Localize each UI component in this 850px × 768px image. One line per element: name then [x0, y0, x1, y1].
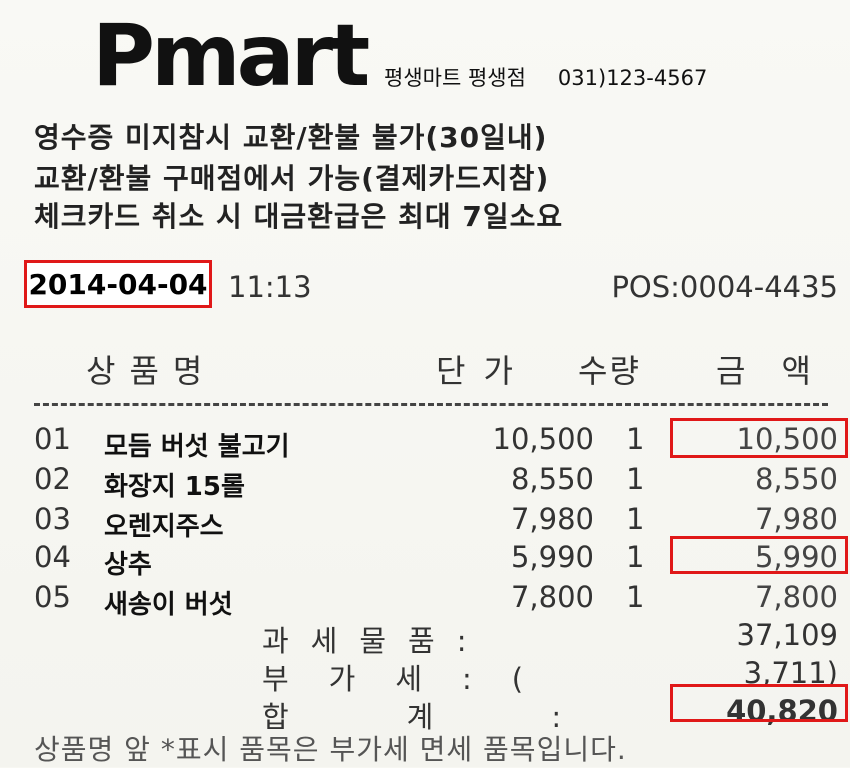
item-amount: 8,550	[754, 462, 838, 496]
notice-line-1: 영수증 미지참시 교환/환불 불가(30일내)	[34, 121, 548, 154]
header-item-name: 상품명	[86, 352, 217, 390]
store-info: 평생마트 평생점 031)123-4567	[384, 62, 707, 92]
item-quantity: 1	[626, 502, 645, 536]
store-phone: 031)123-4567	[557, 66, 708, 90]
vat-label: 부가세:(	[262, 662, 564, 696]
total-label: 합계:	[262, 700, 680, 734]
item-number: 03	[34, 502, 71, 536]
total-value: 40,820	[726, 694, 838, 728]
item-unit-price: 10,500	[492, 422, 594, 456]
item-number: 01	[34, 422, 71, 456]
item-row: 01 모듬 버섯 불고기 10,500 1 10,500	[0, 422, 850, 462]
item-unit-price: 8,550	[510, 462, 594, 496]
store-logo: Pmart	[92, 6, 370, 106]
highlight-box	[670, 536, 848, 574]
item-quantity: 1	[626, 580, 645, 614]
item-name: 상추	[104, 550, 152, 580]
item-quantity: 1	[626, 422, 645, 456]
item-amount: 7,980	[754, 502, 838, 536]
highlight-box	[670, 418, 848, 458]
divider-header	[34, 403, 828, 406]
header-quantity: 수량	[578, 352, 641, 390]
footer-note: 상품명 앞 *표시 품목은 부가세 면세 품목입니다.	[34, 733, 627, 766]
header-amount: 금액	[716, 352, 847, 390]
taxable-value: 37,109	[736, 618, 838, 652]
item-unit-price: 5,990	[510, 540, 594, 574]
item-name: 모듬 버섯 불고기	[104, 432, 290, 462]
purchase-time: 11:13	[228, 270, 312, 304]
item-quantity: 1	[626, 540, 645, 574]
taxable-label: 과세물품:	[262, 624, 489, 658]
purchase-date: 2014-04-04	[24, 260, 212, 308]
notice-line-2: 교환/환불 구매점에서 가능(결제카드지참)	[34, 162, 550, 195]
item-row: 05 새송이 버섯 7,800 1 7,800	[0, 580, 850, 620]
pos-number: POS:0004-4435	[611, 270, 838, 304]
highlight-box	[670, 684, 848, 722]
item-name: 새송이 버섯	[104, 590, 233, 620]
item-row: 02 화장지 15롤 8,550 1 8,550	[0, 462, 850, 502]
item-unit-price: 7,800	[510, 580, 594, 614]
item-name: 화장지 15롤	[104, 472, 245, 502]
item-number: 04	[34, 540, 71, 574]
header-unit-price: 단가	[436, 352, 531, 390]
item-number: 02	[34, 462, 71, 496]
item-row: 04 상추 5,990 1 5,990	[0, 540, 850, 580]
store-name: 평생마트 평생점	[384, 66, 526, 90]
item-amount: 10,500	[736, 422, 838, 456]
notice-line-3: 체크카드 취소 시 대금환급은 최대 7일소요	[34, 200, 564, 233]
item-number: 05	[34, 580, 71, 614]
item-quantity: 1	[626, 462, 645, 496]
item-row: 03 오렌지주스 7,980 1 7,980	[0, 502, 850, 542]
item-unit-price: 7,980	[510, 502, 594, 536]
item-name: 오렌지주스	[104, 512, 224, 542]
item-amount: 5,990	[754, 540, 838, 574]
item-amount: 7,800	[754, 580, 838, 614]
